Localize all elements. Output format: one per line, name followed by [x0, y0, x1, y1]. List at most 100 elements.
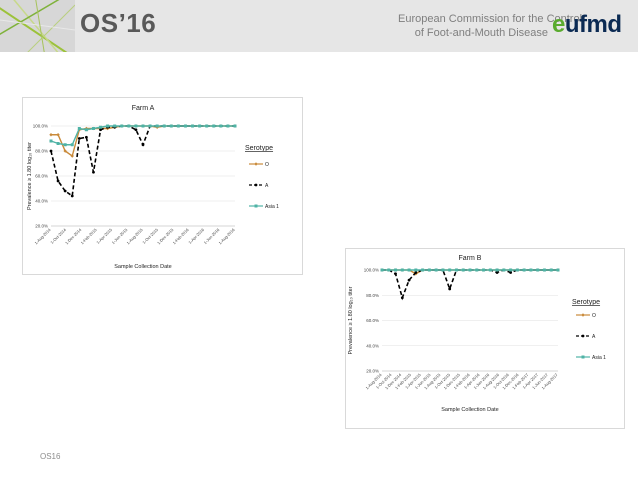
farm-a-y-tick-label: 40.0% [35, 199, 48, 204]
farm-a-series-asia1-point [155, 124, 159, 128]
farm-a-series-asia1-point [148, 124, 152, 128]
farm-a-series-a-point [134, 128, 138, 132]
farm-a-legend-asia1-label: Asia 1 [265, 204, 279, 210]
farm-a-series-a-point [141, 143, 145, 147]
farm-b-legend-asia1-marker [581, 355, 585, 359]
farm-a-series-asia1-point [84, 128, 88, 132]
organization-line-1: European Commission for the Control [398, 13, 583, 25]
farm-a-legend-title: Serotype [245, 145, 273, 152]
farm-a-series-asia1-point [198, 124, 202, 128]
farm-a-x-tick-label: 1-Aug-2016 [217, 227, 236, 246]
farm-a-legend-a-marker [254, 183, 258, 187]
farm-a-legend-a-label: A [265, 183, 269, 189]
farm-b-series-a-point [400, 296, 404, 300]
farm-b-series-asia1-point [542, 268, 546, 272]
farm-a-series-asia1-point [191, 124, 195, 128]
farm-a-series-asia1-point [63, 143, 67, 147]
farm-a-series-asia1-point [205, 124, 209, 128]
farm-b-series-asia1-point [448, 268, 452, 272]
farm-b-series-asia1-point [502, 268, 506, 272]
decorative-lines-graphic [0, 0, 75, 52]
farm-b-series-asia1-point [421, 268, 425, 272]
farm-b-y-tick-label: 80.0% [366, 293, 379, 298]
farm-b-chart: Farm B 20.0% 40.0% 60.0% 80.0% 100.0% 1-Aug-20… [345, 248, 625, 429]
farm-a-y-tick-label: 100.0% [33, 124, 48, 129]
farm-b-legend-a-marker [581, 334, 585, 338]
farm-b-x-axis-title: Sample Collection Date [441, 407, 498, 413]
farm-a-legend-o-label: O [265, 162, 269, 168]
farm-b-series-asia1-point [427, 268, 431, 272]
farm-a-y-tick-label: 80.0% [35, 149, 48, 154]
eufmd-logo: eufmd [552, 11, 622, 39]
farm-a-series-asia1-point [91, 127, 95, 130]
farm-b-series-asia1-point [407, 268, 411, 272]
farm-a-series-a-point [70, 194, 74, 198]
farm-a-y-axis-title: Prevalence ≥ 1.80 log₁₀ titer [27, 142, 33, 210]
farm-a-series-a-point [84, 135, 88, 139]
farm-a-series-a-point [56, 179, 60, 183]
farm-b-series-asia1-point [536, 268, 540, 272]
farm-b-legend-title: Serotype [572, 299, 600, 306]
farm-b-series-asia1-point [515, 268, 519, 272]
farm-b-series-asia1-point [380, 268, 384, 272]
farm-b-legend-asia1-label: Asia 1 [592, 355, 606, 361]
farm-b-series-asia1-point [475, 268, 479, 272]
farm-a-series-a-point [92, 170, 95, 174]
farm-b-series-asia1-point [441, 268, 445, 272]
farm-a-series-a-point [77, 137, 81, 140]
farm-a-series-asia1-point [113, 124, 117, 128]
farm-b-y-tick-label: 40.0% [366, 343, 379, 348]
farm-a-legend-o-marker [254, 162, 258, 166]
farm-b-series-asia1-point [495, 268, 499, 272]
farm-a-series-asia1-point [70, 143, 74, 147]
farm-a-series-asia1-point [176, 124, 180, 128]
farm-b-series-asia1-point [387, 268, 391, 272]
farm-a-series-a-point [63, 189, 67, 193]
farm-a-x-axis-title: Sample Collection Date [114, 264, 171, 270]
farm-a-series-asia1-point [106, 124, 110, 128]
farm-a-series-asia1-point [226, 124, 230, 128]
farm-b-y-tick-label: 100.0% [364, 268, 379, 273]
farm-a-series-asia1-point [56, 142, 60, 145]
farm-a-chart: Farm A 20.0% 40.0% 60.0% 80.0% 100.0% 1-Aug-20… [22, 97, 303, 275]
farm-b-legend-o-label: O [592, 313, 596, 319]
farm-a-series-asia1-point [77, 127, 81, 130]
farm-b-series-asia1-point [482, 268, 486, 272]
farm-a-series-o-point [49, 133, 53, 137]
farm-a-series-asia1-point [183, 124, 187, 128]
farm-b-series-asia1-point [556, 268, 560, 272]
farm-b-series-a-point [414, 271, 418, 274]
farm-a-series-a-line [50, 125, 235, 198]
farm-b-y-tick-label: 60.0% [366, 318, 379, 323]
header-bar: OS’16 European Commission for the Contro… [0, 0, 638, 52]
farm-b-series-asia1-point [509, 268, 513, 272]
farm-a-chart-svg: Farm A 20.0% 40.0% 60.0% 80.0% 100.0% 1-Aug-20… [27, 105, 279, 270]
farm-b-legend-o-marker [581, 313, 585, 317]
farm-b-legend-a-label: A [592, 334, 596, 340]
farm-a-series-asia1-point [127, 124, 131, 128]
farm-b-series-asia1-point [488, 268, 492, 272]
farm-a-series-a-point [99, 128, 102, 132]
farm-b-series-asia1-point [414, 268, 418, 272]
farm-b-y-tick-label: 20.0% [366, 369, 379, 374]
farm-a-series-asia1-point [120, 124, 124, 128]
farm-a-y-tick-label: 60.0% [35, 174, 48, 179]
farm-b-series-asia1-point [394, 268, 398, 272]
farm-b-series-asia1-point [529, 268, 533, 272]
footer-label: OS16 [40, 452, 61, 461]
farm-b-chart-title: Farm B [459, 255, 482, 262]
farm-b-series-asia1-point [454, 268, 458, 272]
organization-line-2: of Foot-and-Mouth Disease [414, 27, 548, 39]
farm-b-series-a-point [394, 272, 397, 276]
farm-b-series-a-point [448, 287, 452, 291]
eufmd-logo-e: e [552, 11, 565, 38]
decorative-lines-svg [0, 0, 75, 52]
farm-b-y-axis-title: Prevalence ≥ 1.80 log₁₀ titer [348, 286, 354, 354]
organization-name: European Commission for the Control of F… [398, 12, 583, 40]
farm-b-series-asia1-point [434, 268, 438, 272]
farm-b-series-asia1-point [461, 268, 465, 272]
farm-a-series-asia1-point [141, 124, 145, 128]
farm-b-series-a-point [495, 271, 499, 274]
eufmd-logo-rest: ufmd [564, 11, 622, 38]
farm-b-chart-svg: Farm B20.0%40.0%60.0%80.0%100.0%1-Aug-20… [348, 255, 606, 413]
